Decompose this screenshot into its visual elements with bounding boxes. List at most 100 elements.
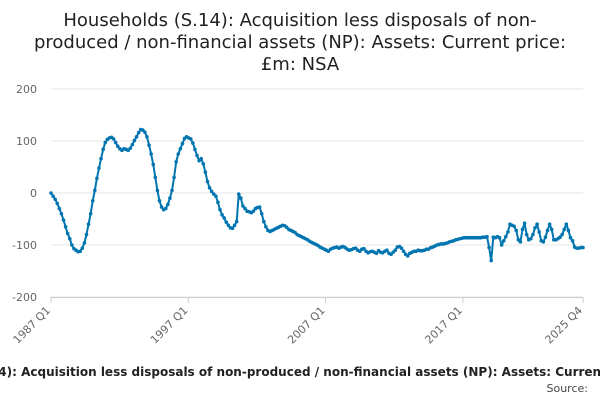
data-point <box>80 246 85 250</box>
data-point <box>130 142 135 147</box>
data-point <box>134 135 139 139</box>
y-tick-label: 0 <box>30 187 37 200</box>
data-point <box>199 156 204 161</box>
data-point <box>55 201 60 206</box>
data-point <box>549 227 554 232</box>
data-point <box>393 248 398 252</box>
data-point <box>159 205 164 209</box>
x-tick-label: 2025 Q4 <box>543 304 586 347</box>
data-point <box>143 130 147 134</box>
data-point <box>84 232 89 237</box>
data-point <box>405 254 410 258</box>
data-point <box>570 239 575 243</box>
data-point <box>239 196 243 200</box>
data-point <box>49 191 53 195</box>
data-point <box>251 209 256 213</box>
data-point <box>232 223 237 228</box>
data-point <box>401 249 406 254</box>
x-tick-label: 1997 Q1 <box>148 304 191 347</box>
data-point <box>65 231 70 236</box>
data-point <box>132 138 137 143</box>
data-point <box>195 153 199 158</box>
chart-title: Households (S.14): Acquisition less disp… <box>34 10 566 75</box>
data-point <box>93 188 97 193</box>
y-tick-label: 200 <box>16 83 37 96</box>
data-point <box>257 205 262 209</box>
data-point <box>220 213 224 217</box>
legend: Households (S.14): Acquisition less disp… <box>0 365 600 379</box>
data-point <box>545 228 550 233</box>
data-point <box>501 239 506 243</box>
data-point <box>174 160 178 164</box>
data-point <box>163 206 168 211</box>
data-point <box>514 228 519 233</box>
data-point <box>95 176 99 181</box>
data-point <box>230 226 235 231</box>
data-point <box>188 137 193 141</box>
data-point <box>243 206 247 211</box>
data-point <box>203 170 208 174</box>
data-point <box>224 220 229 224</box>
data-point <box>241 204 245 208</box>
data-point <box>218 207 222 212</box>
data-point <box>362 246 366 251</box>
data-point <box>168 196 172 200</box>
y-tick-label: -200 <box>12 291 37 304</box>
data-point <box>151 162 156 167</box>
data-point <box>504 234 508 239</box>
data-point <box>399 246 404 250</box>
data-point <box>113 140 118 145</box>
y-tick-label: 100 <box>16 135 37 148</box>
data-point <box>101 147 105 152</box>
data-point <box>506 230 510 234</box>
data-point <box>531 232 535 237</box>
data-point <box>59 212 64 216</box>
data-point <box>547 222 552 226</box>
data-point <box>518 240 523 244</box>
data-point <box>191 141 195 145</box>
data-point <box>61 218 66 222</box>
data-point <box>487 245 491 250</box>
data-point <box>234 219 239 224</box>
x-tick-label: 1987 Q1 <box>11 304 54 347</box>
data-point <box>216 200 220 205</box>
data-point <box>153 175 158 180</box>
legend-entry: Households (S.14): Acquisition less disp… <box>0 365 600 379</box>
data-point <box>566 228 571 233</box>
data-point <box>564 222 569 226</box>
data-point <box>128 146 133 151</box>
data-point <box>222 216 226 220</box>
data-point <box>385 248 389 252</box>
data-point <box>259 212 264 216</box>
data-point <box>97 166 101 170</box>
data-series <box>49 127 585 263</box>
grid-lines <box>51 88 583 298</box>
data-point <box>180 141 185 146</box>
source-label: Source: <box>547 382 589 395</box>
data-point <box>520 227 525 232</box>
data-point <box>145 135 149 139</box>
chart-title-line-1: Households (S.14): Acquisition less disp… <box>63 10 536 31</box>
data-point <box>236 192 241 196</box>
data-point <box>560 232 564 237</box>
data-point <box>374 251 379 256</box>
data-point <box>51 194 55 198</box>
data-point <box>226 223 231 228</box>
data-point <box>172 175 176 180</box>
data-point <box>524 232 529 237</box>
data-point <box>115 144 120 148</box>
data-point <box>193 147 197 152</box>
data-point <box>166 202 170 207</box>
data-point <box>562 227 567 232</box>
y-tick-label: -100 <box>12 239 37 252</box>
data-point <box>262 219 266 224</box>
data-point <box>205 179 210 184</box>
data-point <box>537 230 541 234</box>
data-point <box>149 152 153 156</box>
data-point <box>136 130 141 135</box>
data-point <box>178 147 183 151</box>
data-point <box>78 249 83 254</box>
data-point <box>170 188 174 193</box>
data-point <box>57 206 62 211</box>
